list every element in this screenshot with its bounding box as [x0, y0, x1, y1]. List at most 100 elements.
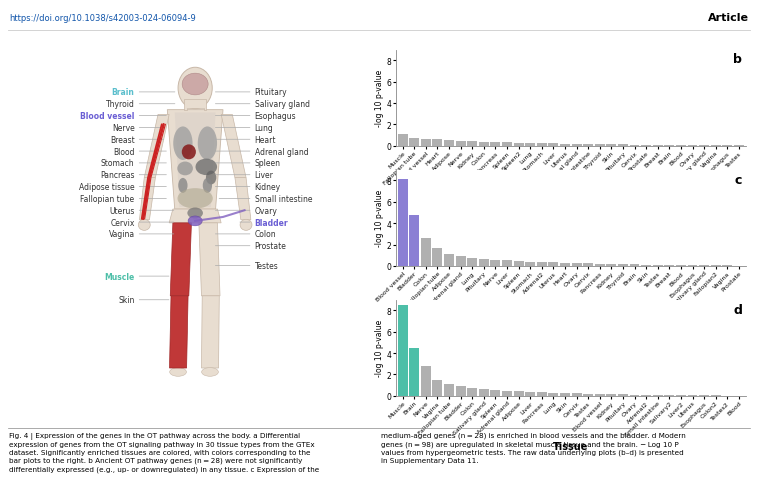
Bar: [456, 386, 465, 396]
Bar: [549, 393, 559, 396]
Bar: [583, 144, 593, 146]
Bar: [676, 145, 686, 146]
Ellipse shape: [240, 220, 252, 231]
Text: b: b: [734, 53, 742, 66]
Text: Salivary gland: Salivary gland: [255, 100, 309, 109]
Bar: [560, 264, 570, 266]
Text: Bladder: Bladder: [255, 218, 288, 227]
Ellipse shape: [182, 74, 208, 96]
Ellipse shape: [202, 368, 218, 376]
Bar: [549, 144, 559, 146]
Bar: [606, 145, 616, 146]
Bar: [514, 144, 524, 146]
Ellipse shape: [188, 216, 202, 227]
Ellipse shape: [206, 171, 216, 185]
Polygon shape: [235, 178, 251, 220]
Bar: [665, 265, 675, 266]
Bar: [525, 392, 535, 396]
Text: Liver: Liver: [255, 171, 274, 180]
Bar: [618, 264, 628, 266]
Bar: [572, 144, 581, 146]
Polygon shape: [144, 115, 169, 178]
Text: Skin: Skin: [118, 296, 135, 305]
Bar: [676, 265, 686, 266]
Polygon shape: [174, 113, 215, 208]
Text: https://doi.org/10.1038/s42003-024-06094-9: https://doi.org/10.1038/s42003-024-06094…: [9, 14, 196, 23]
Polygon shape: [202, 296, 219, 368]
Bar: [606, 395, 616, 396]
Bar: [699, 265, 709, 266]
Text: Thyroid: Thyroid: [105, 100, 135, 109]
Bar: [467, 142, 477, 146]
Ellipse shape: [187, 208, 203, 219]
Bar: [537, 393, 547, 396]
Bar: [467, 258, 477, 266]
Bar: [444, 384, 454, 396]
Bar: [479, 143, 489, 146]
Ellipse shape: [182, 145, 196, 160]
Text: Esophagus: Esophagus: [255, 112, 296, 121]
Bar: [490, 143, 500, 146]
Text: Colon: Colon: [255, 230, 276, 239]
Bar: [467, 388, 477, 396]
Bar: [537, 263, 547, 266]
Ellipse shape: [196, 159, 217, 176]
Polygon shape: [170, 296, 188, 368]
Bar: [630, 145, 640, 146]
Bar: [490, 260, 500, 266]
Ellipse shape: [198, 127, 217, 161]
Bar: [583, 264, 593, 266]
Bar: [514, 392, 524, 396]
Text: Cervix: Cervix: [110, 218, 135, 227]
Text: Spleen: Spleen: [255, 159, 280, 168]
Ellipse shape: [170, 368, 186, 376]
Bar: [479, 389, 489, 396]
Bar: [641, 265, 651, 266]
Text: Pituitary: Pituitary: [255, 88, 287, 97]
Bar: [630, 395, 640, 396]
Bar: [479, 259, 489, 266]
Text: Adipose tissue: Adipose tissue: [79, 183, 135, 192]
Text: Kidney: Kidney: [255, 183, 280, 192]
Text: Prostate: Prostate: [255, 242, 287, 251]
Bar: [630, 265, 640, 266]
Bar: [560, 144, 570, 146]
Text: Nerve: Nerve: [112, 124, 135, 132]
Bar: [653, 145, 662, 146]
Bar: [618, 145, 628, 146]
Polygon shape: [169, 210, 221, 223]
Bar: [433, 380, 443, 396]
Bar: [456, 142, 465, 146]
Bar: [595, 394, 605, 396]
Bar: [583, 394, 593, 396]
Text: Blood vessel: Blood vessel: [80, 112, 135, 121]
Bar: [606, 264, 616, 266]
Bar: [456, 257, 465, 266]
Bar: [398, 135, 408, 146]
Bar: [665, 145, 675, 146]
Polygon shape: [184, 99, 206, 110]
Polygon shape: [199, 223, 220, 296]
Text: Testes: Testes: [255, 262, 278, 270]
Bar: [653, 265, 662, 266]
Text: Muscle: Muscle: [105, 272, 135, 281]
Bar: [409, 348, 419, 396]
Bar: [641, 145, 651, 146]
Bar: [525, 144, 535, 146]
Text: Fallopian tube: Fallopian tube: [80, 194, 135, 204]
Text: Lung: Lung: [255, 124, 274, 132]
Bar: [409, 139, 419, 146]
Bar: [444, 254, 454, 266]
Bar: [595, 264, 605, 266]
Text: Vagina: Vagina: [108, 230, 135, 239]
Bar: [502, 143, 512, 146]
Bar: [560, 393, 570, 396]
Text: Uterus: Uterus: [109, 206, 135, 216]
Text: Stomach: Stomach: [101, 159, 135, 168]
Bar: [398, 305, 408, 396]
Y-axis label: -log 10 p-value: -log 10 p-value: [375, 190, 384, 247]
Bar: [641, 395, 651, 396]
Bar: [653, 395, 662, 396]
Polygon shape: [168, 110, 223, 210]
Text: Breast: Breast: [110, 135, 135, 144]
